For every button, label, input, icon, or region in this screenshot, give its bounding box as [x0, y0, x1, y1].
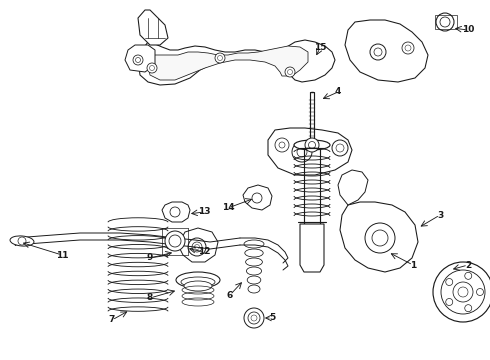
Polygon shape: [178, 228, 218, 262]
Ellipse shape: [181, 277, 215, 287]
Circle shape: [370, 44, 386, 60]
Circle shape: [244, 308, 264, 328]
Text: 7: 7: [109, 315, 115, 324]
Text: 11: 11: [56, 251, 68, 260]
Circle shape: [251, 315, 257, 321]
Circle shape: [149, 66, 154, 71]
Circle shape: [309, 141, 316, 148]
Polygon shape: [338, 170, 368, 205]
Polygon shape: [345, 20, 428, 82]
Circle shape: [458, 287, 468, 297]
Circle shape: [297, 147, 307, 157]
Circle shape: [215, 53, 225, 63]
Ellipse shape: [184, 281, 212, 291]
Text: 14: 14: [221, 203, 234, 212]
Circle shape: [441, 270, 485, 314]
Circle shape: [195, 244, 199, 249]
Circle shape: [476, 288, 484, 296]
Circle shape: [275, 138, 289, 152]
Circle shape: [279, 142, 285, 148]
Circle shape: [18, 237, 26, 245]
Circle shape: [365, 223, 395, 253]
Circle shape: [372, 230, 388, 246]
Circle shape: [453, 282, 473, 302]
Text: 2: 2: [465, 261, 471, 270]
Circle shape: [248, 312, 260, 324]
Circle shape: [436, 13, 454, 31]
Circle shape: [405, 45, 411, 51]
Text: 1: 1: [410, 261, 416, 270]
Polygon shape: [138, 40, 335, 85]
Text: 6: 6: [227, 291, 233, 300]
Ellipse shape: [10, 236, 34, 246]
Circle shape: [169, 235, 181, 247]
Circle shape: [440, 17, 450, 27]
Text: 4: 4: [335, 87, 341, 96]
Circle shape: [192, 242, 202, 252]
Circle shape: [165, 231, 185, 251]
Circle shape: [288, 69, 293, 75]
Circle shape: [305, 138, 319, 152]
Circle shape: [336, 144, 344, 152]
Polygon shape: [138, 10, 168, 45]
Bar: [435, 15, 457, 29]
Polygon shape: [340, 202, 418, 272]
Circle shape: [147, 63, 157, 73]
Circle shape: [136, 58, 141, 63]
Ellipse shape: [294, 140, 330, 150]
Circle shape: [465, 305, 472, 312]
Circle shape: [446, 279, 453, 285]
Polygon shape: [148, 46, 308, 80]
Polygon shape: [162, 202, 190, 222]
Circle shape: [133, 55, 143, 65]
Circle shape: [465, 272, 472, 279]
Circle shape: [252, 193, 262, 203]
Circle shape: [402, 42, 414, 54]
Text: 10: 10: [462, 26, 474, 35]
Circle shape: [433, 262, 490, 322]
Circle shape: [218, 55, 222, 60]
Text: 12: 12: [198, 248, 210, 256]
Circle shape: [332, 140, 348, 156]
Circle shape: [446, 298, 453, 306]
Polygon shape: [243, 185, 272, 210]
Polygon shape: [300, 224, 324, 272]
Text: 8: 8: [147, 293, 153, 302]
Text: 15: 15: [314, 44, 326, 53]
Text: 13: 13: [198, 207, 210, 216]
Circle shape: [292, 142, 312, 162]
Text: 5: 5: [269, 314, 275, 323]
Ellipse shape: [176, 272, 220, 288]
Circle shape: [285, 67, 295, 77]
Circle shape: [374, 48, 382, 56]
Text: 9: 9: [147, 253, 153, 262]
Polygon shape: [268, 128, 352, 175]
Text: 3: 3: [437, 211, 443, 220]
Polygon shape: [125, 45, 155, 72]
Circle shape: [188, 238, 206, 256]
Circle shape: [170, 207, 180, 217]
